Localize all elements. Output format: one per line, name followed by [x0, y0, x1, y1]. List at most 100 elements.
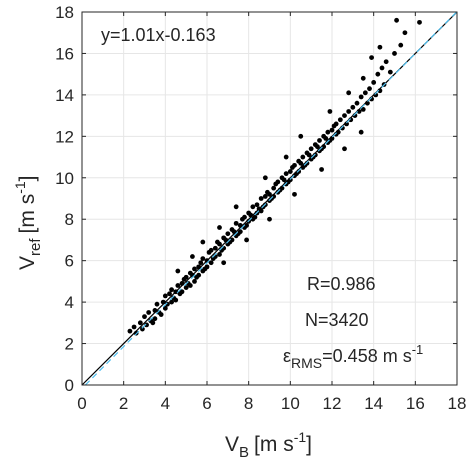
data-point — [262, 194, 268, 199]
data-point — [154, 301, 160, 307]
data-point — [358, 129, 364, 135]
data-point — [244, 237, 249, 243]
data-point — [342, 113, 347, 119]
data-point — [179, 289, 185, 295]
data-point — [379, 65, 385, 71]
data-point — [204, 264, 210, 270]
x-tick-label: 4 — [161, 394, 170, 413]
plot-frame — [81, 11, 458, 386]
y-tick-label: 4 — [65, 293, 74, 312]
data-point — [346, 90, 352, 96]
data-point — [183, 285, 189, 291]
x-axis-ticks: 0 2 4 6 8 10 12 14 16 18 — [77, 12, 466, 413]
data-point — [190, 254, 195, 259]
data-point — [175, 268, 181, 274]
y-tick-label: 6 — [65, 252, 74, 271]
data-point — [319, 167, 324, 172]
data-point — [200, 239, 206, 245]
r-value: R=0.986 — [307, 274, 376, 294]
data-point — [342, 146, 347, 152]
data-point — [208, 247, 214, 253]
data-point — [192, 278, 197, 284]
y-tick-label: 10 — [55, 169, 74, 188]
data-point — [258, 196, 264, 201]
data-point — [383, 59, 389, 65]
x-tick-label: 14 — [364, 394, 383, 413]
data-point — [292, 162, 297, 168]
data-point — [360, 106, 366, 112]
data-point — [292, 191, 297, 197]
x-tick-label: 18 — [448, 394, 467, 413]
data-point — [315, 144, 320, 150]
data-point — [167, 291, 172, 297]
data-point — [150, 320, 156, 326]
data-point — [137, 320, 143, 326]
data-point — [298, 133, 304, 139]
data-point — [244, 223, 249, 228]
y-tick-label: 8 — [65, 210, 74, 229]
data-point — [275, 179, 281, 185]
data-point — [362, 90, 368, 96]
data-point — [283, 171, 289, 177]
data-point — [187, 283, 193, 288]
data-point — [254, 202, 260, 208]
x-tick-label: 8 — [244, 394, 253, 413]
data-point — [169, 287, 174, 293]
identity-line — [81, 11, 458, 386]
data-point — [252, 214, 258, 220]
data-point — [146, 310, 152, 315]
y-tick-label: 18 — [55, 3, 74, 22]
data-point — [350, 104, 356, 110]
y-tick-label: 14 — [55, 86, 74, 105]
data-point — [287, 169, 293, 174]
data-point — [217, 252, 222, 257]
data-point — [196, 272, 202, 278]
grid-lines — [81, 11, 458, 386]
data-point — [271, 185, 277, 191]
data-point — [198, 260, 204, 266]
data-point — [402, 30, 408, 36]
data-point — [225, 231, 231, 237]
x-tick-label: 2 — [119, 394, 128, 413]
data-point — [327, 109, 333, 114]
data-point — [237, 229, 243, 235]
data-point — [360, 75, 366, 81]
y-tick-label: 16 — [55, 44, 74, 63]
data-point — [358, 94, 364, 100]
data-point — [371, 80, 377, 85]
data-point — [208, 260, 214, 266]
data-point — [173, 297, 179, 303]
data-point — [200, 256, 206, 261]
data-point — [417, 19, 422, 25]
data-point — [375, 71, 381, 77]
data-point — [131, 324, 137, 330]
data-point — [367, 86, 372, 92]
data-point — [142, 314, 147, 320]
data-point — [337, 117, 343, 123]
data-point — [283, 154, 289, 160]
data-point — [162, 293, 168, 299]
data-point — [394, 17, 399, 23]
fit-equation: y=1.01x-0.163 — [101, 25, 216, 45]
y-axis-label: Vref[m s-1] — [12, 176, 44, 271]
x-tick-label: 6 — [202, 394, 211, 413]
data-point — [387, 69, 393, 75]
data-point — [158, 312, 164, 317]
data-point — [325, 129, 331, 135]
data-point — [242, 214, 247, 220]
data-point — [258, 208, 264, 214]
x-tick-label: 12 — [323, 394, 342, 413]
data-point — [333, 121, 339, 127]
y-tick-label: 0 — [65, 376, 74, 395]
data-point — [346, 109, 352, 114]
data-point — [127, 328, 133, 334]
data-point — [183, 274, 189, 280]
data-point — [221, 260, 227, 266]
data-point — [369, 55, 374, 60]
data-point — [233, 220, 239, 226]
x-tick-label: 0 — [77, 394, 86, 413]
data-point — [298, 160, 304, 166]
data-point — [144, 322, 149, 328]
y-tick-label: 2 — [65, 335, 74, 354]
